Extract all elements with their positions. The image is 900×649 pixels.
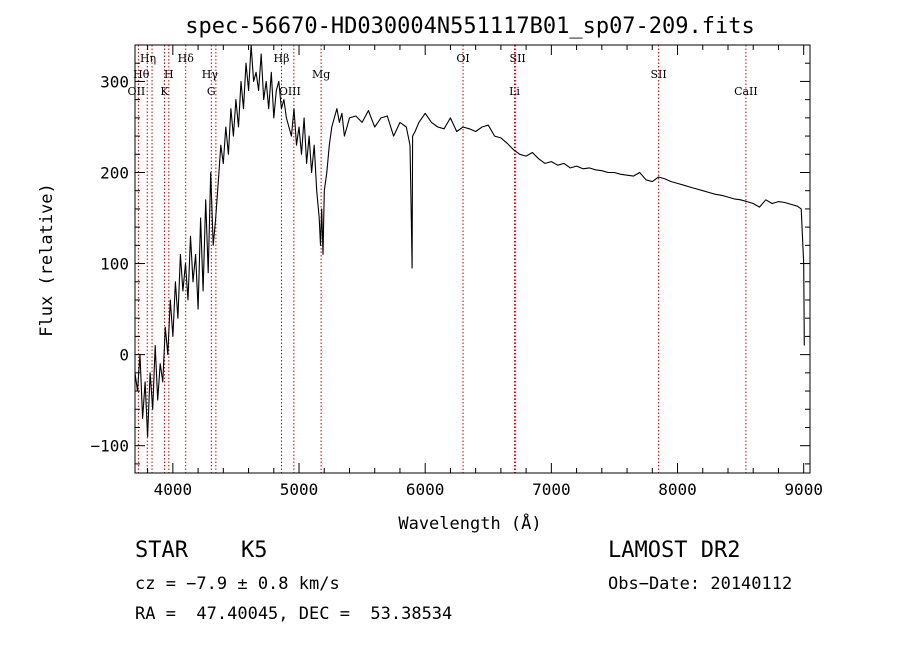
- spectral-line-label: Li: [509, 85, 520, 98]
- data-release: LAMOST DR2: [608, 538, 741, 563]
- chart-title: spec-56670-HD030004N551117B01_sp07-209.f…: [185, 14, 755, 39]
- spectral-line-label: CaII: [734, 85, 758, 98]
- spectral-line-label: SII: [650, 68, 666, 81]
- spectral-line-label: Hθ: [133, 68, 150, 81]
- axis-tick-layer: 4000 5000 6000 7000 8000 9000 −100 0 100 200 300: [90, 44, 823, 499]
- object-class: STAR: [135, 538, 188, 563]
- line-marker-layer: Hη Hθ OII HK Hδ Hγ G Hβ OIII Mg OI SII Li SII CaII: [128, 45, 758, 473]
- redshift-cz: cz = −7.9 ± 0.8 km/s: [135, 574, 340, 594]
- x-tick-label: 7000: [532, 480, 571, 499]
- spectrum-line: [134, 44, 805, 438]
- y-tick-label: 200: [100, 163, 129, 182]
- x-axis-label: Wavelength (Å): [398, 512, 541, 534]
- spectral-line-label: G: [207, 85, 216, 98]
- observation-date: Obs−Date: 20140112: [608, 574, 793, 594]
- y-tick-label: −100: [90, 437, 129, 456]
- spectrum-series-layer: [134, 44, 805, 438]
- y-tick-label: 300: [100, 72, 129, 91]
- y-axis-label: Flux (relative): [37, 183, 57, 337]
- spectral-line-label: OI: [456, 52, 469, 65]
- spectral-line-label: SII: [510, 52, 526, 65]
- y-tick-label: 100: [100, 255, 129, 274]
- spectral-line-label: OII: [128, 85, 146, 98]
- y-tick-label: 0: [119, 346, 129, 365]
- spectral-line-label: Hγ: [202, 68, 219, 81]
- plot-frame: [134, 44, 811, 474]
- x-tick-label: 8000: [658, 480, 697, 499]
- ra-dec-coordinates: RA = 47.40045, DEC = 53.38534: [135, 604, 453, 624]
- x-tick-label: 5000: [280, 480, 319, 499]
- spectral-line-label: K: [160, 85, 169, 98]
- spectral-line-label: Mg: [312, 68, 330, 81]
- spectral-line-label: H: [164, 68, 174, 81]
- spectral-line-label: Hβ: [274, 52, 290, 65]
- spectral-line-label: Hδ: [178, 52, 195, 65]
- x-tick-label: 6000: [406, 480, 445, 499]
- x-tick-label: 4000: [154, 480, 193, 499]
- spectral-line-label: Hη: [140, 52, 156, 65]
- object-subclass: K5: [241, 538, 268, 563]
- spectral-line-label: OIII: [279, 85, 301, 98]
- x-tick-label: 9000: [784, 480, 823, 499]
